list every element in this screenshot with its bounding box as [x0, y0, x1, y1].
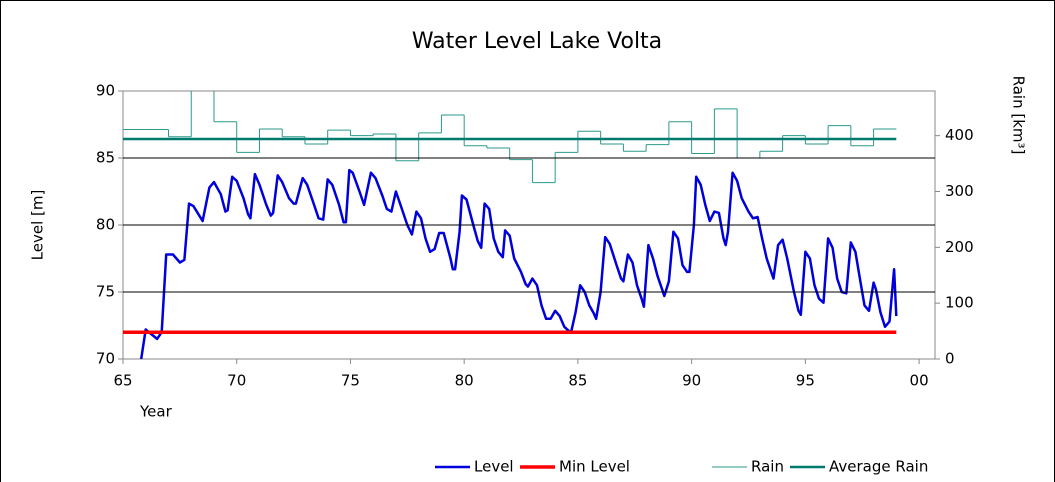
y2-axis-title: Rain [km³]: [1010, 76, 1028, 155]
x-tick-label: 95: [796, 372, 815, 390]
x-tick-label: 65: [113, 372, 132, 390]
y2-tick-label: 200: [945, 238, 974, 256]
legend-label: Min Level: [559, 458, 630, 476]
x-tick-label: 85: [568, 372, 587, 390]
plot-layer: [123, 91, 898, 359]
series-line: [139, 168, 898, 359]
x-tick-label: 80: [455, 372, 474, 390]
y2-tick-label: 400: [945, 126, 974, 144]
y-tick-label: 90: [96, 82, 115, 100]
y-axis-title: Level [m]: [29, 190, 47, 261]
y-tick-label: 70: [96, 350, 115, 368]
chart-title: Water Level Lake Volta: [412, 29, 662, 54]
legend-label: Rain: [751, 458, 784, 476]
y-tick-label: 80: [96, 216, 115, 234]
legend-label: Level: [474, 458, 514, 476]
y-tick-label: 85: [96, 149, 115, 167]
y2-tick-label: 300: [945, 182, 974, 200]
x-tick-label: 90: [682, 372, 701, 390]
x-tick-label: 00: [910, 372, 929, 390]
y-tick-label: 75: [96, 283, 115, 301]
y2-tick-label: 100: [945, 294, 974, 312]
x-axis-title: Year: [139, 403, 173, 421]
x-tick-label: 75: [341, 372, 360, 390]
y2-tick-label: 0: [945, 350, 955, 368]
legend-label: Average Rain: [829, 458, 928, 476]
x-tick-label: 70: [227, 372, 246, 390]
